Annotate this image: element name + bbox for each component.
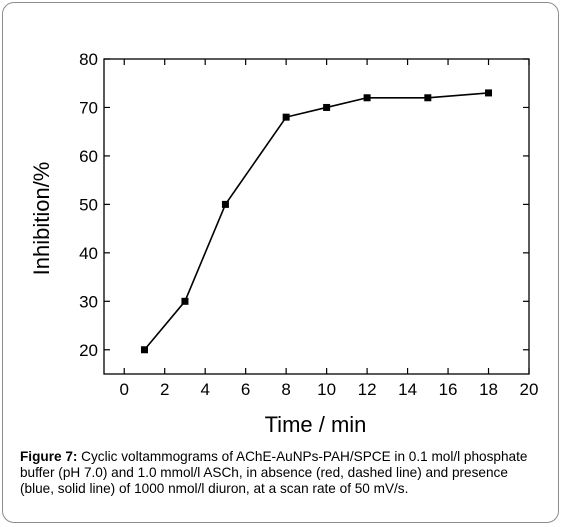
- chart-ticks: 0 2 4 6 8 10 12 14 16 18 20 20 30 40 50 60 70 80: [79, 50, 538, 399]
- y-tick-label: 20: [79, 341, 98, 360]
- y-tick-label: 80: [79, 50, 98, 69]
- y-tick-label: 30: [79, 292, 98, 311]
- x-tick-label: 14: [398, 380, 417, 399]
- x-tick-label: 20: [520, 380, 539, 399]
- x-axis-label: Time / min: [265, 412, 367, 437]
- plot-frame: [103, 58, 530, 375]
- x-tick-label: 10: [317, 380, 336, 399]
- figure-caption-text: Cyclic voltammograms of AChE-AuNPs-PAH/S…: [20, 449, 528, 497]
- y-tick-label: 70: [79, 98, 98, 117]
- chart-series: [140, 89, 493, 354]
- x-tick-label: 6: [241, 380, 250, 399]
- data-point: [140, 346, 148, 354]
- data-point: [323, 103, 331, 111]
- x-tick-label: 12: [358, 380, 377, 399]
- data-point: [181, 297, 189, 305]
- data-point: [485, 89, 493, 97]
- figure-caption-label: Figure 7:: [20, 449, 78, 464]
- x-tick-label: 16: [439, 380, 458, 399]
- chart-axes: [103, 58, 530, 375]
- x-tick-label: 2: [160, 380, 169, 399]
- data-point: [424, 94, 432, 102]
- data-point: [363, 94, 371, 102]
- x-tick-label: 0: [120, 380, 129, 399]
- data-point: [221, 200, 229, 208]
- y-tick-label: 40: [79, 244, 98, 263]
- y-tick-label: 60: [79, 147, 98, 166]
- y-tick-label: 50: [79, 195, 98, 214]
- x-tick-label: 4: [200, 380, 209, 399]
- data-point: [282, 113, 290, 121]
- x-tick-label: 18: [479, 380, 498, 399]
- y-axis-label: Inhibition/%: [29, 162, 54, 276]
- figure-frame: 0 2 4 6 8 10 12 14 16 18 20 20 30 40 50 60 70 80 Time / m…: [2, 2, 559, 523]
- x-tick-label: 8: [281, 380, 290, 399]
- line-chart: 0 2 4 6 8 10 12 14 16 18 20 20 30 40 50 60 70 80 Time / m…: [29, 50, 538, 437]
- figure-caption: Figure 7: Cyclic voltammograms of AChE-A…: [20, 449, 545, 498]
- series-line: [143, 92, 489, 351]
